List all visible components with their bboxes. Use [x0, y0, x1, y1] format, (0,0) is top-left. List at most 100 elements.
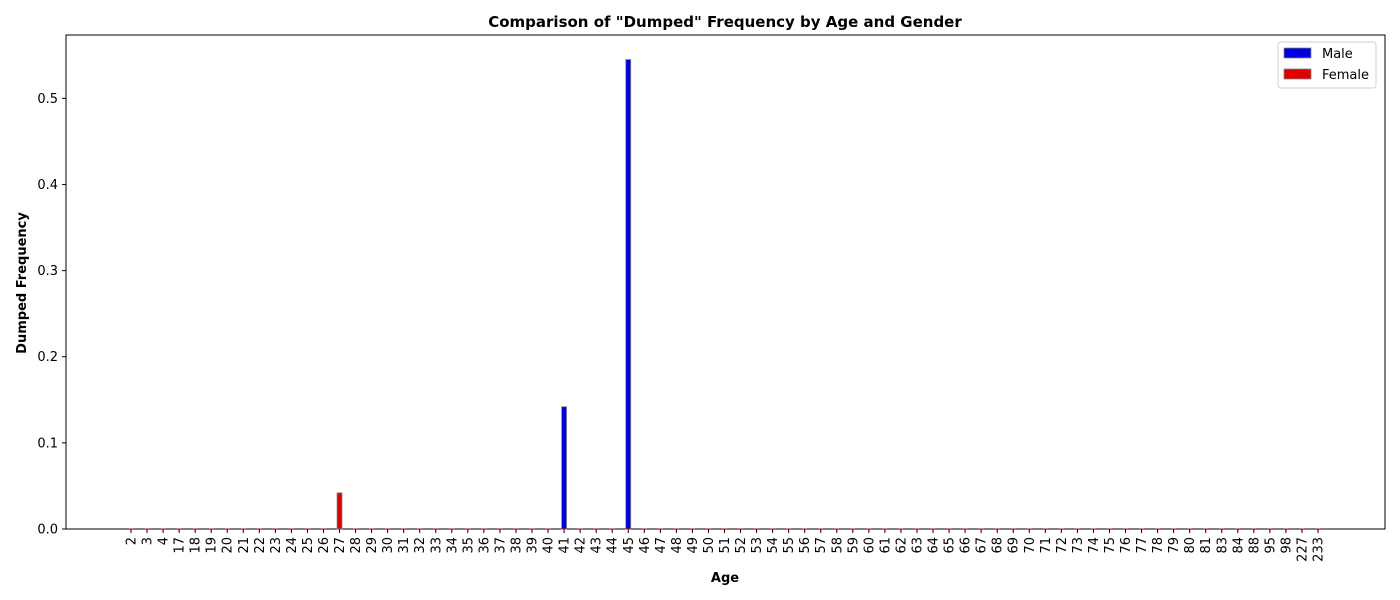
x-tick-label: 55 — [782, 537, 797, 554]
x-tick-label: 69 — [1007, 537, 1022, 554]
bar-female — [1171, 528, 1177, 529]
chart-title: Comparison of "Dumped" Frequency by Age … — [488, 13, 962, 31]
x-tick-label: 227 — [1295, 537, 1310, 562]
bar-female — [385, 528, 391, 529]
bar-female — [994, 528, 1000, 529]
x-tick-label: 29 — [365, 537, 380, 554]
bar-female — [433, 528, 439, 529]
x-tick-label: 80 — [1183, 537, 1198, 554]
bar-female — [1203, 528, 1209, 529]
x-axis: 2 3 4 17 18 19 20 21 22 23 24 25 26 27 28 29 30 31 32 33 34 3… — [125, 529, 1327, 562]
y-axis: 0.0 0.1 0.2 0.3 0.4 0.5 — [37, 92, 66, 538]
bar-female — [529, 528, 535, 529]
bar-female — [208, 528, 214, 529]
x-tick-label: 53 — [750, 537, 765, 554]
x-tick-label: 19 — [205, 537, 220, 554]
x-tick-label: 74 — [1087, 537, 1102, 554]
x-tick-label: 45 — [622, 537, 637, 554]
x-tick-label: 79 — [1167, 537, 1182, 554]
x-tick-label: 58 — [830, 537, 845, 554]
bar-male — [561, 406, 567, 530]
x-tick-label: 30 — [381, 537, 396, 554]
bar-female — [449, 528, 455, 529]
x-tick-label: 34 — [445, 537, 460, 554]
bar-female — [738, 528, 744, 529]
bars — [128, 59, 1321, 530]
y-tick-label: 0.0 — [37, 523, 58, 538]
x-tick-label: 28 — [349, 537, 364, 554]
bar-female — [930, 528, 936, 529]
bar-female — [1026, 528, 1032, 529]
bar-female — [1010, 528, 1016, 529]
x-axis-label: Age — [711, 571, 739, 586]
x-tick-label: 62 — [894, 537, 909, 554]
bar-female — [850, 528, 856, 529]
y-tick-label: 0.2 — [37, 350, 58, 365]
x-tick-label: 48 — [670, 537, 685, 554]
bar-female — [818, 528, 824, 529]
bar-female — [481, 528, 487, 529]
bar-female — [962, 528, 968, 529]
bar-female — [914, 528, 920, 529]
x-tick-label: 20 — [221, 537, 236, 554]
bar-female — [577, 528, 583, 529]
x-tick-label: 23 — [269, 537, 284, 554]
x-tick-label: 22 — [253, 537, 268, 554]
bar-female — [417, 528, 423, 529]
bar-female — [657, 528, 663, 529]
bar-female — [866, 528, 872, 529]
bar-female — [144, 528, 150, 529]
bar-female — [1251, 528, 1257, 529]
x-tick-label: 21 — [237, 537, 252, 554]
x-tick-label: 75 — [1103, 537, 1118, 554]
bar-female — [336, 492, 343, 530]
x-tick-label: 72 — [1055, 537, 1070, 554]
bar-female — [609, 528, 615, 529]
bar-male — [625, 59, 632, 530]
bar-female — [770, 528, 776, 529]
plot-area — [65, 34, 1386, 530]
x-tick-label: 65 — [943, 537, 958, 554]
x-tick-label: 88 — [1247, 537, 1262, 554]
bar-female — [1074, 528, 1080, 529]
x-tick-label: 25 — [301, 537, 316, 554]
bar-female — [513, 528, 519, 529]
y-tick-label: 0.4 — [37, 178, 58, 193]
x-tick-label: 98 — [1279, 537, 1294, 554]
x-tick-label: 71 — [1039, 537, 1054, 554]
x-tick-label: 44 — [606, 537, 621, 554]
bar-female — [978, 528, 984, 529]
bar-female — [1042, 528, 1048, 529]
bar-female — [465, 528, 471, 529]
bar-female — [160, 528, 166, 529]
x-tick-label: 43 — [590, 537, 605, 554]
bar-female — [272, 528, 278, 529]
bar-female — [353, 528, 359, 529]
bar-female — [545, 528, 551, 529]
x-tick-label: 67 — [975, 537, 990, 554]
x-tick-label: 4 — [157, 537, 172, 545]
x-tick-label: 78 — [1151, 537, 1166, 554]
x-tick-label: 37 — [493, 537, 508, 554]
bar-female — [401, 528, 407, 529]
x-tick-label: 63 — [910, 537, 925, 554]
x-tick-label: 54 — [766, 537, 781, 554]
y-axis-label: Dumped Frequency — [15, 212, 30, 354]
x-tick-label: 41 — [558, 537, 573, 554]
x-tick-label: 3 — [141, 537, 156, 545]
bar-female — [561, 528, 567, 529]
y-tick-label: 0.5 — [37, 92, 58, 107]
x-tick-label: 17 — [173, 537, 188, 554]
legend: Male Female — [1277, 41, 1377, 89]
x-tick-label: 35 — [461, 537, 476, 554]
x-tick-label: 95 — [1263, 537, 1278, 554]
bar-female — [1283, 528, 1289, 529]
x-tick-label: 42 — [574, 537, 589, 554]
bar-female — [1058, 528, 1064, 529]
x-tick-label: 81 — [1199, 537, 1214, 554]
x-tick-label: 83 — [1215, 537, 1230, 554]
x-tick-label: 2 — [125, 537, 140, 545]
bar-female — [1139, 528, 1145, 529]
bar-female — [1219, 528, 1225, 529]
